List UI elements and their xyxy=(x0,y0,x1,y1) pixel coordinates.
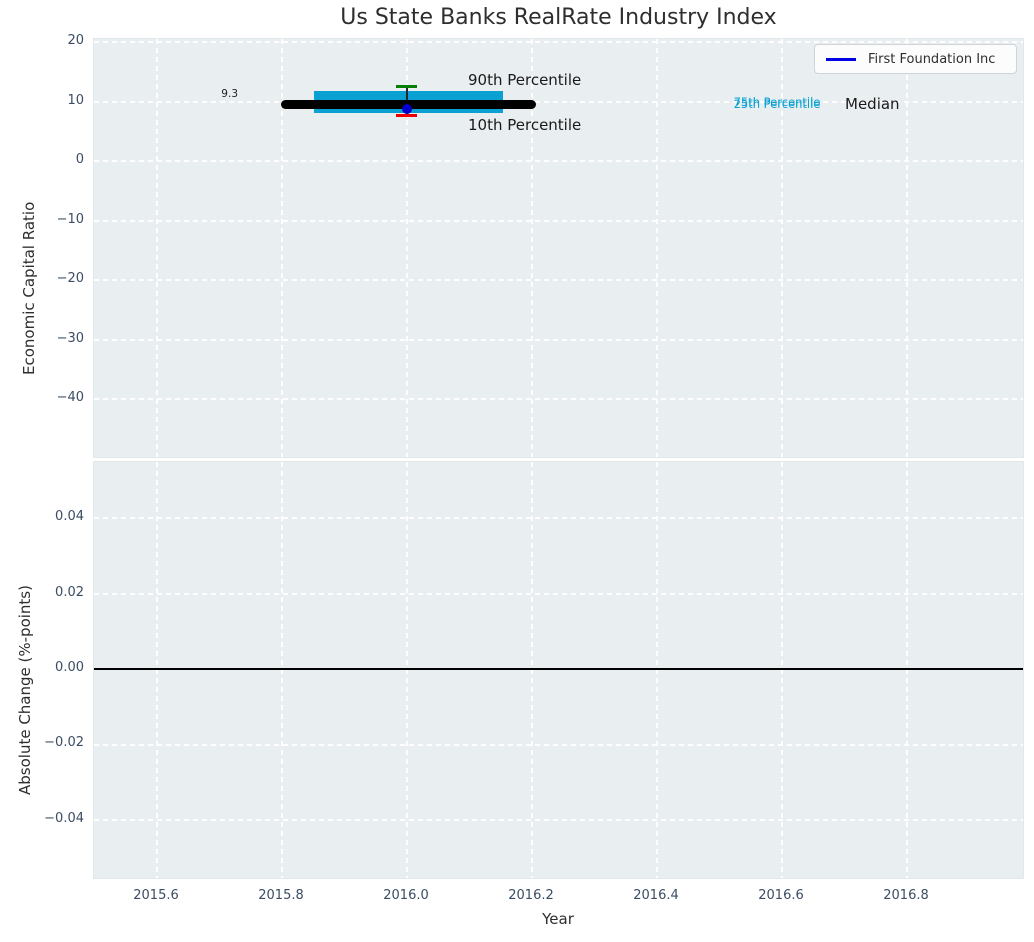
chart-title: Us State Banks RealRate Industry Index xyxy=(340,5,777,30)
legend-label: First Foundation Inc xyxy=(868,51,996,67)
ytick-label: −0.04 xyxy=(44,811,84,826)
xtick-label: 2016.6 xyxy=(758,888,804,903)
gridline xyxy=(656,39,658,457)
gridline xyxy=(781,39,783,457)
annotation-90th-percentile: 90th Percentile xyxy=(468,71,582,89)
bottom-plot-area xyxy=(93,461,1024,879)
zero-reference-line xyxy=(94,668,1023,670)
xtick-label: 2016.0 xyxy=(383,888,429,903)
legend-line-swatch xyxy=(826,57,856,61)
gridline xyxy=(94,819,1023,821)
gridline xyxy=(94,220,1023,222)
gridline xyxy=(906,39,908,457)
y-axis-label-top: Economic Capital Ratio xyxy=(20,201,38,375)
gridline xyxy=(94,398,1023,400)
annotation-75th-percentile: 75th Percentile xyxy=(733,95,821,109)
ytick-label: 0.04 xyxy=(55,509,84,524)
p10-tick-marker xyxy=(396,114,417,117)
gridline xyxy=(94,101,1023,103)
gridline xyxy=(94,160,1023,162)
ytick-label: −0.02 xyxy=(44,735,84,750)
annotation-25th-percentile: 25th Percentile xyxy=(733,97,821,111)
gridline xyxy=(531,462,533,878)
gridline xyxy=(281,462,283,878)
ytick-label: −10 xyxy=(56,212,84,227)
gridline xyxy=(406,462,408,878)
ytick-label: 0 xyxy=(75,152,84,167)
ytick-label: −30 xyxy=(56,331,84,346)
xtick-label: 2015.8 xyxy=(258,888,304,903)
gridline xyxy=(781,462,783,878)
ytick-label: −20 xyxy=(56,271,84,286)
gridline xyxy=(94,279,1023,281)
gridline xyxy=(406,39,408,457)
p90-tick-marker xyxy=(396,85,417,88)
gridline xyxy=(94,593,1023,595)
x-axis-label: Year xyxy=(542,910,574,928)
gridline xyxy=(94,744,1023,746)
ytick-label: 20 xyxy=(67,33,84,48)
ytick-label: 0.02 xyxy=(55,585,84,600)
ytick-label: 0.00 xyxy=(55,660,84,675)
median-value-annotation: 9.3 xyxy=(221,88,238,100)
xtick-label: 2016.4 xyxy=(633,888,679,903)
top-plot-area: 9.3 90th Percentile 10th Percentile 75th… xyxy=(93,38,1024,458)
gridline xyxy=(156,39,158,457)
gridline xyxy=(156,462,158,878)
y-axis-label-bottom: Absolute Change (%-points) xyxy=(16,585,34,795)
annotation-median: Median xyxy=(845,95,900,113)
gridline xyxy=(656,462,658,878)
xtick-label: 2016.8 xyxy=(883,888,929,903)
ytick-label: 10 xyxy=(67,93,84,108)
gridline xyxy=(94,339,1023,341)
gridline xyxy=(531,39,533,457)
gridline xyxy=(94,517,1023,519)
annotation-10th-percentile: 10th Percentile xyxy=(468,116,582,134)
ytick-label: −40 xyxy=(56,390,84,405)
company-point xyxy=(402,104,412,114)
gridline xyxy=(281,39,283,457)
xtick-label: 2016.2 xyxy=(508,888,554,903)
xtick-label: 2015.6 xyxy=(133,888,179,903)
gridline xyxy=(94,41,1023,43)
gridline xyxy=(906,462,908,878)
legend: First Foundation Inc xyxy=(814,44,1017,74)
